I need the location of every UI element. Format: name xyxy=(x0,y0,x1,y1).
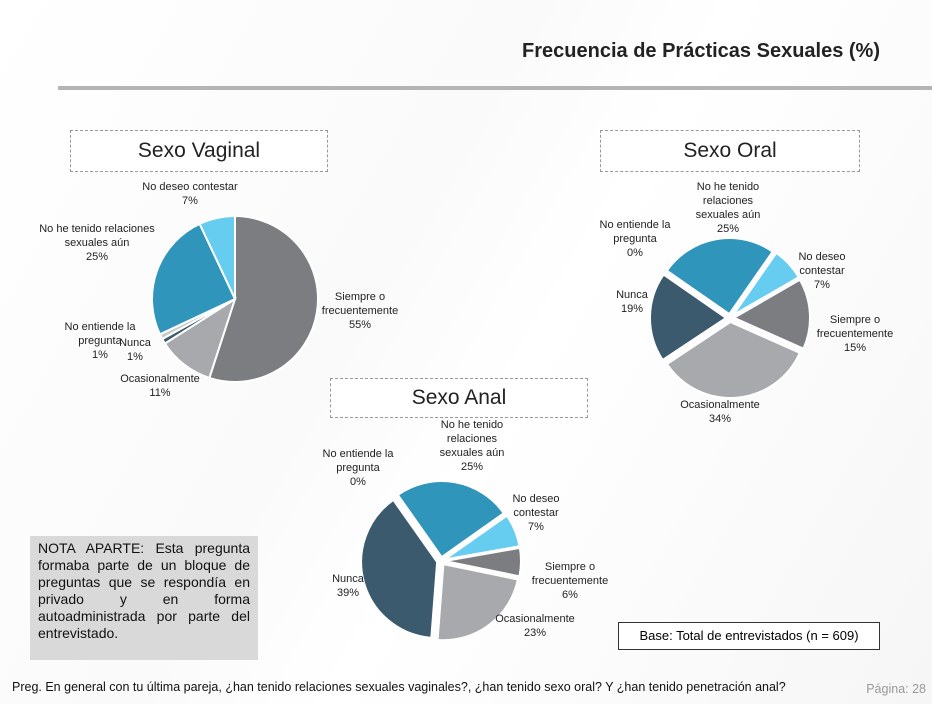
base-note: Base: Total de entrevistados (n = 609) xyxy=(618,622,880,650)
pie-slice xyxy=(396,480,506,559)
slice-label: Ocasionalmente 11% xyxy=(105,372,215,400)
divider xyxy=(58,86,932,90)
pie-slice xyxy=(360,498,439,639)
slice-label: Siempre o frecuentemente 6% xyxy=(525,560,615,602)
value-label: 55% xyxy=(348,319,372,331)
pie-slice xyxy=(436,562,520,642)
slice-label: No entiende la pregunta 1% xyxy=(53,320,148,362)
value-label: 19% xyxy=(620,303,644,315)
value-label: 25% xyxy=(716,223,740,235)
category-label: No deseo contestar xyxy=(512,493,560,519)
question: Preg. En general con tu última pareja, ¿… xyxy=(12,680,786,694)
slice-label: No deseo contestar 7% xyxy=(792,250,852,292)
category-label: Ocasionalmente xyxy=(120,373,200,385)
category-label: No he tenido relaciones sexuales aún xyxy=(695,181,761,221)
value-label: 11% xyxy=(149,387,171,399)
pie-slice xyxy=(665,320,802,399)
value-label: 23% xyxy=(523,627,547,639)
category-label: No deseo contestar xyxy=(798,251,846,277)
pie-slice xyxy=(208,214,319,383)
slice-label: No entiende la pregunta 0% xyxy=(595,218,675,260)
chart-title: Sexo Oral xyxy=(600,130,860,172)
category-label: Ocasionalmente xyxy=(680,399,760,411)
value-label: 7% xyxy=(814,279,830,291)
page-number: Página: 28 xyxy=(866,682,926,696)
slice-label: Nunca 39% xyxy=(323,572,373,600)
pie-slice xyxy=(444,546,522,578)
category-label: Ocasionalmente xyxy=(495,613,575,625)
chart-title: Sexo Anal xyxy=(330,378,588,418)
slice-label: No he tenido relaciones sexuales aún 25% xyxy=(37,222,157,264)
category-label: Siempre o frecuentemente xyxy=(531,561,609,587)
category-label: Nunca xyxy=(332,573,364,585)
category-label: Siempre o frecuentemente xyxy=(816,314,894,340)
pie-slice xyxy=(732,251,801,317)
category-label: No he tenido relaciones sexuales aún xyxy=(39,223,155,249)
category-label: No he tenido relaciones sexuales aún xyxy=(439,419,505,459)
pie-slice xyxy=(151,222,237,336)
category-label: No entiende la pregunta xyxy=(322,448,394,474)
pie-slice xyxy=(198,214,236,300)
slice-label: No he tenido relaciones sexuales aún 25% xyxy=(683,180,773,236)
pie-slice xyxy=(731,278,811,351)
value-label: 25% xyxy=(85,251,109,263)
value-label: 7% xyxy=(182,195,198,207)
category-label: No entiende la pregunta xyxy=(599,219,671,245)
value-label: 0% xyxy=(350,476,366,488)
slice-label: No deseo contestar 7% xyxy=(506,492,566,534)
pie-slice xyxy=(649,273,728,362)
value-label: 7% xyxy=(528,521,544,533)
slice-label: No he tenido relaciones sexuales aún 25% xyxy=(427,418,517,474)
category-label: Nunca xyxy=(616,289,648,301)
value-label: 39% xyxy=(336,587,360,599)
slice-label: No deseo contestar 7% xyxy=(125,180,255,208)
value-label: 6% xyxy=(562,589,578,601)
value-label: 1% xyxy=(127,351,143,363)
slice-label: Siempre o frecuentemente 55% xyxy=(305,290,415,332)
category-label: Nunca xyxy=(119,337,151,349)
value-label: 34% xyxy=(708,413,732,425)
pie-slice xyxy=(444,514,521,561)
value-label: 1% xyxy=(92,349,108,361)
chart-title: Sexo Vaginal xyxy=(70,130,328,172)
slice-label: Siempre o frecuentemente 15% xyxy=(810,313,900,355)
category-label: Siempre o frecuentemente xyxy=(321,291,399,317)
slice-label: Ocasionalmente 34% xyxy=(665,398,775,426)
value-label: 0% xyxy=(627,247,643,259)
slice-label: Nunca 1% xyxy=(115,336,155,364)
note: NOTA APARTE: Esta pregunta formaba parte… xyxy=(30,536,258,660)
slide-title: Frecuencia de Prácticas Sexuales (%) xyxy=(522,40,880,62)
value-label: 15% xyxy=(843,342,867,354)
slice-label: Ocasionalmente 23% xyxy=(485,612,585,640)
slice-label: No entiende la pregunta 0% xyxy=(318,447,398,489)
category-label: No deseo contestar xyxy=(142,181,238,193)
category-label: No entiende la pregunta xyxy=(64,321,136,347)
slice-label: Nunca 19% xyxy=(607,288,657,316)
pie-slice xyxy=(665,237,775,316)
value-label: 25% xyxy=(460,461,484,473)
